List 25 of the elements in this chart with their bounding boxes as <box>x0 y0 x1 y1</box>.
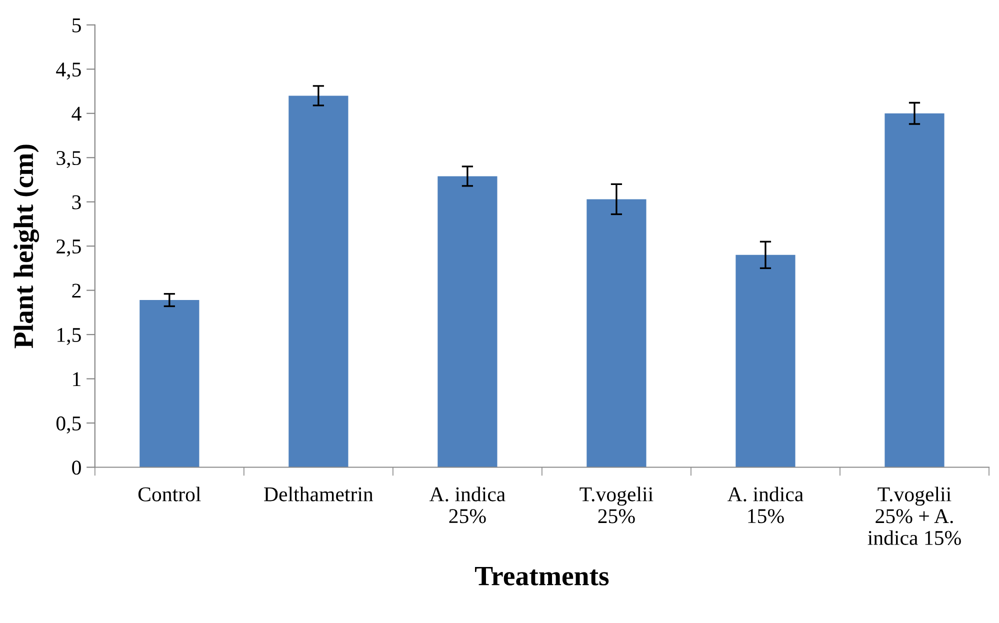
y-tick-label: 3,5 <box>56 151 81 168</box>
bar <box>736 254 796 468</box>
x-tick-label: T.vogelii 25% <box>580 486 654 524</box>
x-tick-label: Control <box>138 486 201 502</box>
x-axis-title: Treatments <box>475 566 609 586</box>
bar <box>884 113 944 468</box>
bar <box>140 300 200 468</box>
y-tick-label: 4,5 <box>56 62 81 80</box>
bar <box>586 199 646 468</box>
y-tick-label: 3 <box>72 195 81 210</box>
y-tick-label: 4 <box>72 106 82 121</box>
y-tick-label: 2 <box>72 284 81 298</box>
x-tick-label: Delthametrin <box>264 486 374 502</box>
x-tick-label: A. indica 25% <box>429 486 506 524</box>
y-tick-label: 0 <box>72 460 81 475</box>
x-tick-label: T.vogelii 25% + A. indica 15% <box>868 486 961 546</box>
bar <box>288 96 348 468</box>
y-tick-label: 1,5 <box>58 328 81 345</box>
y-tick-label: 1 <box>73 372 80 386</box>
bar <box>438 176 498 468</box>
x-tick-label: A. indica 15% <box>728 486 804 524</box>
y-tick-label: 0,5 <box>56 416 81 434</box>
y-tick-label: 2,5 <box>56 240 81 257</box>
y-tick-label: 5 <box>72 18 81 32</box>
y-axis-title: Plant height (cm) <box>14 144 39 348</box>
